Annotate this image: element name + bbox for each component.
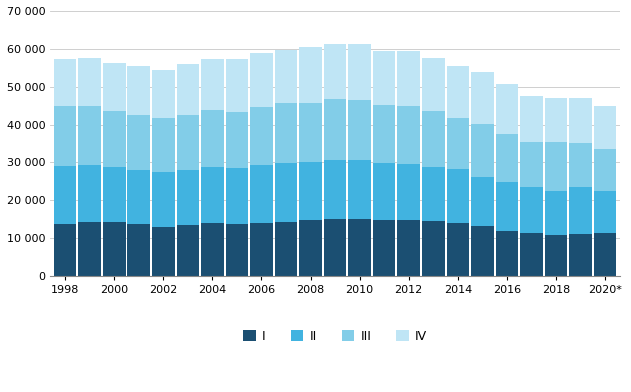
Bar	[422, 221, 445, 276]
Bar	[103, 222, 126, 276]
Bar	[226, 168, 248, 224]
Bar	[348, 44, 371, 100]
Bar	[299, 103, 322, 162]
Bar	[201, 110, 223, 167]
Bar	[398, 51, 420, 106]
Bar	[152, 118, 175, 172]
Bar	[127, 170, 150, 224]
Bar	[299, 220, 322, 276]
Bar	[274, 163, 297, 221]
Bar	[447, 118, 469, 169]
Bar	[471, 226, 493, 276]
Bar	[226, 112, 248, 168]
Bar	[348, 100, 371, 160]
Bar	[594, 106, 616, 149]
Bar	[103, 111, 126, 167]
Bar	[545, 142, 567, 191]
Bar	[250, 165, 273, 223]
Bar	[250, 223, 273, 276]
Bar	[274, 103, 297, 163]
Bar	[54, 60, 76, 106]
Bar	[373, 163, 396, 220]
Bar	[177, 115, 199, 170]
Bar	[299, 47, 322, 103]
Bar	[545, 235, 567, 276]
Bar	[324, 44, 346, 99]
Bar	[177, 225, 199, 276]
Bar	[226, 224, 248, 276]
Bar	[422, 111, 445, 167]
Bar	[422, 167, 445, 221]
Legend: I, II, III, IV: I, II, III, IV	[238, 325, 432, 348]
Bar	[78, 106, 101, 165]
Bar	[177, 170, 199, 225]
Bar	[250, 53, 273, 107]
Bar	[398, 163, 420, 220]
Bar	[324, 99, 346, 160]
Bar	[422, 58, 445, 111]
Bar	[78, 58, 101, 106]
Bar	[274, 221, 297, 276]
Bar	[471, 177, 493, 226]
Bar	[103, 167, 126, 222]
Bar	[471, 72, 493, 124]
Bar	[373, 220, 396, 276]
Bar	[569, 143, 592, 187]
Bar	[78, 165, 101, 222]
Bar	[569, 187, 592, 234]
Bar	[127, 66, 150, 115]
Bar	[447, 223, 469, 276]
Bar	[103, 63, 126, 111]
Bar	[594, 233, 616, 276]
Bar	[324, 219, 346, 276]
Bar	[152, 227, 175, 276]
Bar	[398, 220, 420, 276]
Bar	[373, 105, 396, 163]
Bar	[274, 50, 297, 103]
Bar	[201, 59, 223, 110]
Bar	[398, 106, 420, 163]
Bar	[201, 167, 223, 223]
Bar	[545, 191, 567, 235]
Bar	[324, 160, 346, 219]
Bar	[594, 191, 616, 233]
Bar	[495, 182, 518, 230]
Bar	[226, 59, 248, 112]
Bar	[54, 166, 76, 224]
Bar	[127, 224, 150, 276]
Bar	[594, 149, 616, 191]
Bar	[78, 222, 101, 276]
Bar	[447, 66, 469, 118]
Bar	[201, 223, 223, 276]
Bar	[545, 98, 567, 142]
Bar	[152, 172, 175, 227]
Bar	[471, 124, 493, 177]
Bar	[520, 96, 543, 142]
Bar	[520, 232, 543, 276]
Bar	[520, 187, 543, 232]
Bar	[348, 219, 371, 276]
Bar	[348, 160, 371, 219]
Bar	[299, 162, 322, 220]
Bar	[569, 234, 592, 276]
Bar	[54, 106, 76, 166]
Bar	[250, 107, 273, 165]
Bar	[569, 98, 592, 143]
Bar	[495, 134, 518, 182]
Bar	[447, 169, 469, 223]
Bar	[520, 142, 543, 187]
Bar	[54, 224, 76, 276]
Bar	[495, 230, 518, 276]
Bar	[152, 70, 175, 118]
Bar	[177, 64, 199, 115]
Bar	[127, 115, 150, 170]
Bar	[373, 51, 396, 105]
Bar	[495, 84, 518, 134]
